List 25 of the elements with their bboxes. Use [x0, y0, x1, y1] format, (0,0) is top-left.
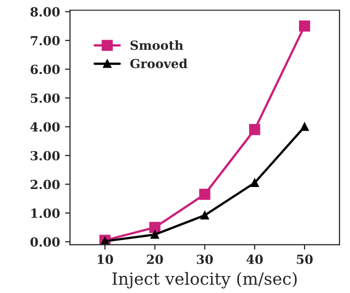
point: [149, 222, 160, 233]
point: [299, 20, 310, 32]
y-tick-label: 7.00: [30, 36, 60, 46]
x-tick-label: 10: [98, 254, 114, 264]
y-tick-label: 5.00: [30, 93, 60, 103]
legend-label: Smooth: [130, 40, 184, 50]
point: [200, 211, 209, 220]
y-tick-label: 2.00: [30, 180, 60, 190]
y-tick-label: 4.00: [30, 122, 60, 132]
y-tick-label: 8.00: [30, 7, 60, 17]
x-axis-title: Inject velocity (m/sec): [112, 272, 297, 288]
x-tick-label: 50: [296, 254, 313, 264]
x-tick-label: 30: [196, 254, 213, 264]
y-tick-label: 6.00: [30, 64, 60, 74]
x-tick-label: 40: [246, 254, 263, 264]
point: [300, 122, 309, 131]
point: [150, 230, 160, 239]
y-tick-label: 0.00: [30, 237, 60, 247]
point: [249, 124, 260, 136]
legend-label: Grooved: [130, 58, 188, 68]
y-tick-label: 3.00: [30, 150, 60, 160]
x-tick-label: 20: [146, 254, 163, 264]
point: [199, 188, 210, 200]
y-tick-label: 1.00: [31, 208, 60, 218]
point: [250, 178, 259, 187]
